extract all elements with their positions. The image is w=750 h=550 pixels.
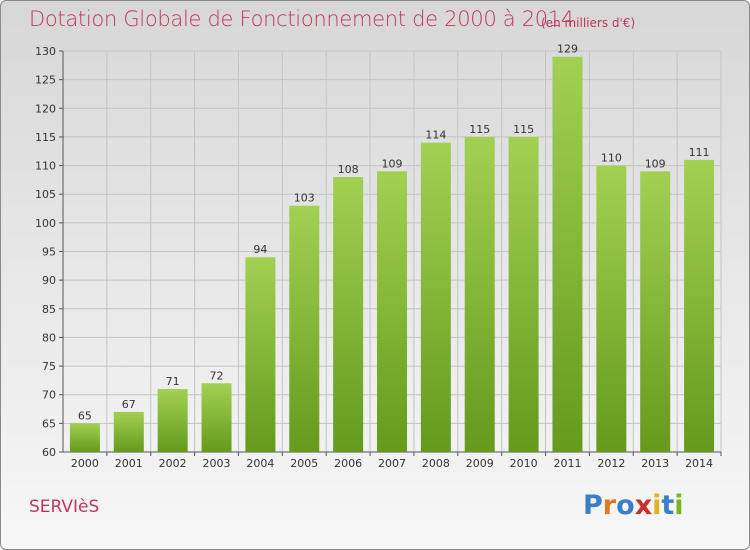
bar-2010 bbox=[508, 136, 539, 452]
y-tick-label: 90 bbox=[42, 274, 56, 287]
y-tick-label: 120 bbox=[35, 102, 56, 115]
chart-title: Dotation Globale de Fonctionnement de 20… bbox=[29, 7, 574, 31]
bar-2006 bbox=[333, 177, 364, 452]
x-tick-label: 2008 bbox=[422, 457, 450, 470]
y-tick-label: 80 bbox=[42, 331, 56, 344]
bar-2004 bbox=[245, 257, 276, 452]
bar-2007 bbox=[377, 171, 407, 453]
data-labels: 65 67 71 72 94 103 108 109 114 115 115 129 110 109 111 bbox=[78, 43, 710, 423]
x-tick-label: 2005 bbox=[290, 457, 318, 470]
data-label: 94 bbox=[253, 243, 267, 256]
bar-2013 bbox=[640, 171, 671, 453]
data-label: 110 bbox=[601, 152, 622, 165]
y-tick-label: 60 bbox=[42, 446, 56, 459]
data-label: 114 bbox=[425, 129, 446, 142]
bar-2012 bbox=[596, 165, 627, 453]
y-tick-label: 125 bbox=[35, 74, 56, 87]
x-axis-ticks: 2000 2001 2002 2003 2004 2005 2006 2007 2008 2009… bbox=[71, 452, 722, 470]
data-label: 72 bbox=[210, 369, 224, 382]
x-tick-label: 2006 bbox=[334, 457, 362, 470]
bar-2014 bbox=[684, 159, 715, 453]
y-tick-label: 65 bbox=[42, 417, 56, 430]
bar-2001 bbox=[113, 411, 144, 452]
proxiti-logo: Proxiti bbox=[583, 490, 684, 521]
bar-2003 bbox=[201, 383, 232, 452]
chart-unit-label: (en milliers d'€) bbox=[541, 16, 636, 30]
x-tick-label: 2013 bbox=[641, 457, 669, 470]
y-tick-label: 110 bbox=[35, 160, 56, 173]
x-tick-label: 2011 bbox=[553, 457, 581, 470]
bar-2009 bbox=[464, 136, 495, 452]
y-tick-label: 115 bbox=[35, 131, 56, 144]
y-tick-label: 130 bbox=[35, 45, 56, 58]
x-tick-label: 2000 bbox=[71, 457, 99, 470]
y-tick-label: 85 bbox=[42, 303, 56, 316]
bars bbox=[69, 56, 715, 453]
bar-2000 bbox=[69, 423, 100, 452]
data-label: 109 bbox=[382, 157, 403, 170]
x-tick-label: 2009 bbox=[466, 457, 494, 470]
y-axis-ticks: 60 65 70 75 80 85 90 95 100 105 110 115 120 125 130 bbox=[35, 45, 63, 459]
y-tick-label: 95 bbox=[42, 246, 56, 259]
y-tick-label: 75 bbox=[42, 360, 56, 373]
y-tick-label: 100 bbox=[35, 217, 56, 230]
data-label: 111 bbox=[689, 146, 710, 159]
x-tick-label: 2003 bbox=[203, 457, 231, 470]
data-label: 108 bbox=[338, 163, 359, 176]
y-tick-label: 105 bbox=[35, 188, 56, 201]
x-tick-label: 2002 bbox=[159, 457, 187, 470]
data-label: 71 bbox=[166, 375, 180, 388]
data-label: 115 bbox=[513, 123, 534, 136]
data-label: 65 bbox=[78, 409, 92, 422]
data-label: 129 bbox=[557, 43, 578, 56]
data-label: 109 bbox=[645, 157, 666, 170]
data-label: 115 bbox=[469, 123, 490, 136]
x-tick-label: 2012 bbox=[597, 457, 625, 470]
data-label: 67 bbox=[122, 398, 136, 411]
x-tick-label: 2004 bbox=[246, 457, 274, 470]
bar-2005 bbox=[289, 205, 320, 452]
bar-2011 bbox=[552, 56, 583, 452]
x-tick-label: 2007 bbox=[378, 457, 406, 470]
commune-name: SERVIèS bbox=[29, 497, 100, 517]
x-tick-label: 2014 bbox=[685, 457, 713, 470]
data-label: 103 bbox=[294, 192, 315, 205]
bar-2008 bbox=[420, 142, 451, 452]
bar-2002 bbox=[157, 388, 188, 452]
x-tick-label: 2001 bbox=[115, 457, 143, 470]
y-tick-label: 70 bbox=[42, 389, 56, 402]
x-tick-label: 2010 bbox=[510, 457, 538, 470]
